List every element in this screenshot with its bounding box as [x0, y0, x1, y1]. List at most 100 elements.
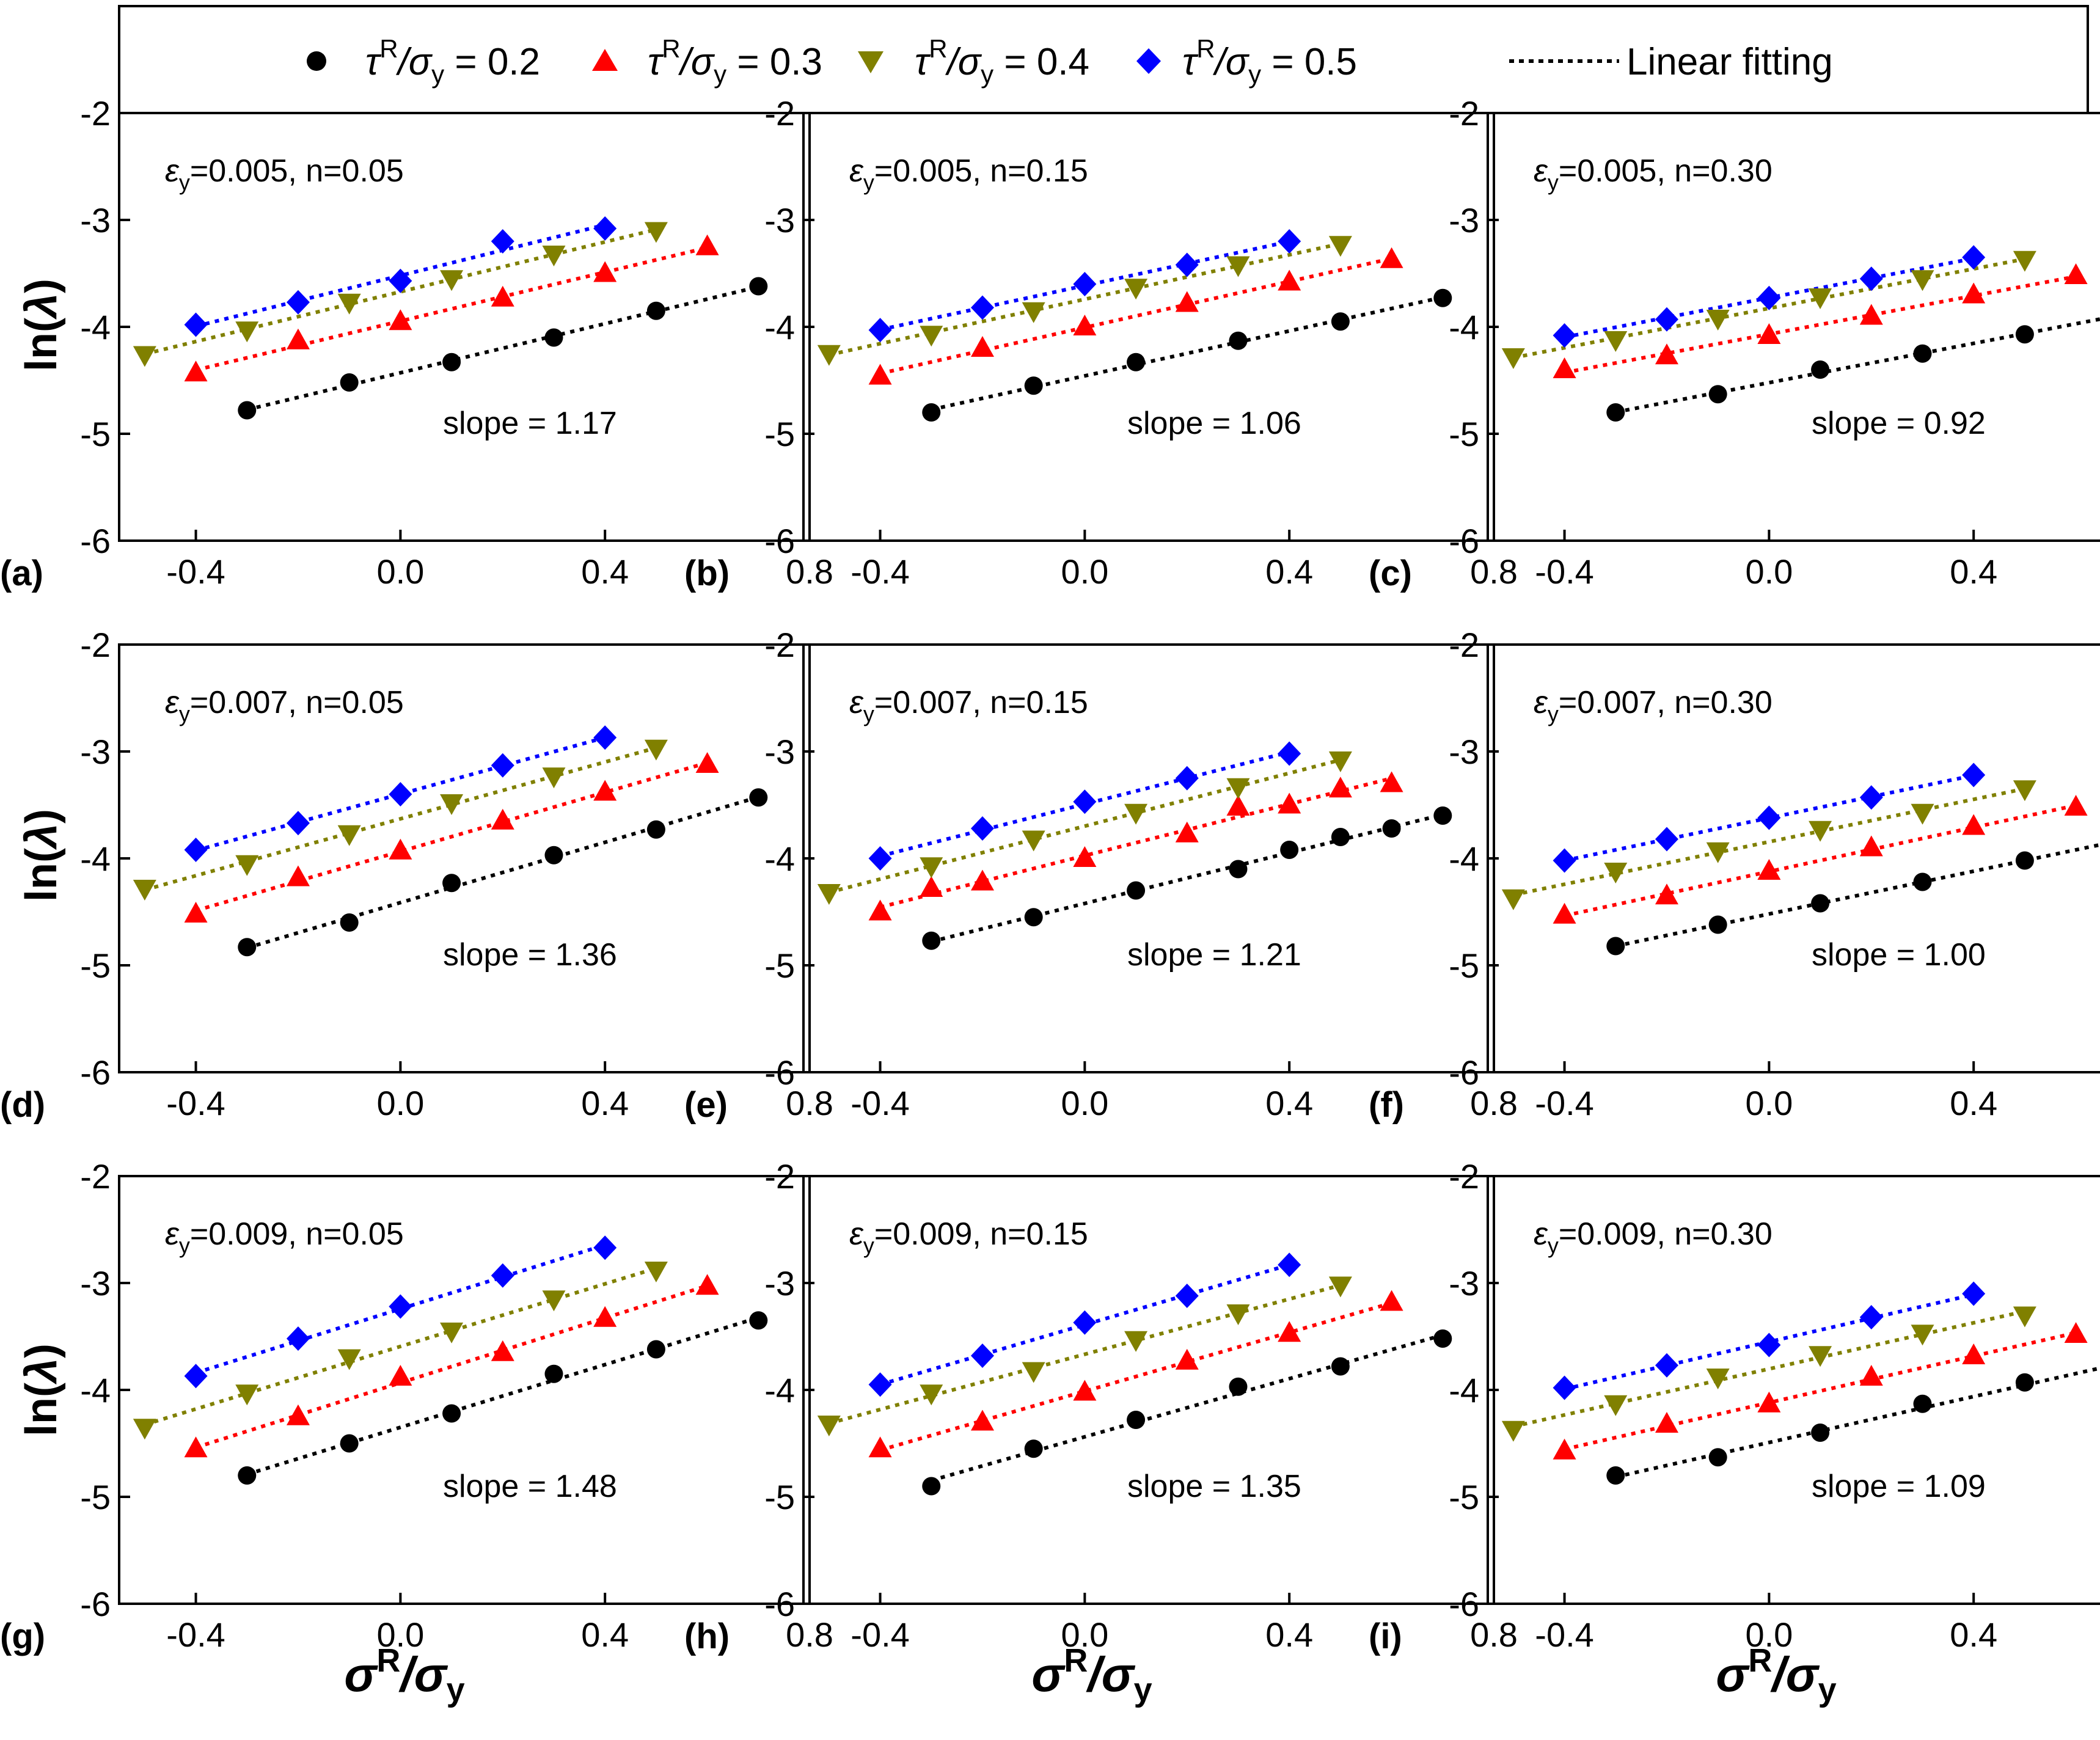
panel-f: -0.4 0.0 0.4 0.8 -2 -3 -4 -5 -6 εy=0.007, n=0.30 s…: [1369, 626, 2100, 1125]
y-axis-titles: ln(λ) ln(λ) ln(λ): [17, 279, 66, 1436]
data-point-series-0: [340, 913, 359, 932]
data-point-series-2: [440, 270, 464, 291]
data-point-series-2: [920, 857, 943, 879]
data-point-series-2: [1124, 803, 1148, 825]
fit-line-series-2: [144, 1266, 657, 1427]
x-tick-label: -0.4: [851, 552, 910, 591]
y-axis-title-row-3: ln(λ): [17, 1343, 66, 1436]
y-tick-label: -4: [1449, 308, 1479, 346]
data-point-series-3: [389, 1294, 412, 1319]
y-tick-label: -5: [80, 1478, 111, 1516]
fit-line-series-3: [195, 223, 605, 328]
slope-label: slope = 1.36: [443, 937, 617, 973]
fit-line-series-1: [1564, 274, 2077, 375]
data-point-series-0: [1811, 894, 1830, 913]
data-point-series-0: [922, 403, 941, 422]
data-point-series-2: [1809, 1346, 1832, 1367]
data-point-series-0: [922, 931, 941, 950]
data-point-series-2: [2013, 250, 2036, 272]
data-point-series-1: [2064, 795, 2088, 816]
data-point-series-3: [1757, 805, 1781, 830]
data-point-series-3: [1859, 785, 1883, 810]
data-point-series-2: [817, 345, 841, 366]
y-tick-label: -4: [80, 1371, 111, 1409]
y-tick-label: -3: [1449, 1264, 1479, 1303]
data-point-series-3: [1175, 766, 1199, 791]
data-point-series-1: [970, 336, 994, 357]
data-point-series-2: [920, 326, 943, 347]
panel-b: -0.4 0.0 0.4 0.8 -2 -3 -4 -5 -6 εy=0.005, n=0.15 s…: [684, 94, 1518, 593]
legend-label-2-value: = 0.4: [993, 41, 1089, 83]
fit-line-series-3: [879, 1263, 1290, 1387]
data-point-series-0: [544, 1364, 563, 1383]
data-point-series-0: [1811, 360, 1830, 379]
panel-annotation: εy=0.009, n=0.30: [1534, 1216, 1773, 1258]
data-point-series-3: [1553, 848, 1576, 873]
slope-label: slope = 1.17: [443, 406, 617, 441]
x-axis-title-col-1: σR/σy: [344, 1642, 464, 1708]
data-point-series-3: [1859, 1305, 1883, 1329]
data-point-series-0: [1433, 1329, 1452, 1348]
panel-tag: (d): [0, 1085, 45, 1125]
x-tick-label: 0.4: [1265, 1615, 1313, 1654]
x-tick-label: 0.8: [1470, 1615, 1518, 1654]
fit-line-series-3: [1564, 1292, 1974, 1391]
data-point-series-3: [970, 1343, 994, 1368]
data-point-series-0: [1127, 881, 1146, 900]
data-point-series-1: [1655, 883, 1678, 905]
data-point-series-3: [1278, 741, 1301, 766]
data-point-series-2: [1809, 288, 1832, 309]
data-point-series-1: [1328, 777, 1352, 798]
legend-label-3-value: = 0.5: [1261, 41, 1357, 83]
slope-label: slope = 1.06: [1127, 406, 1301, 441]
y-tick-label: -2: [80, 94, 111, 133]
panel-tag: (f): [1369, 1085, 1404, 1125]
legend-label-3-tau: τ: [1182, 41, 1199, 83]
data-point-series-2: [235, 855, 259, 876]
data-point-series-0: [238, 938, 257, 957]
legend-label-2-div: /σ: [945, 41, 982, 83]
panel-d: -0.4 0.0 0.4 0.8 -2 -3 -4 -5 -6 εy=0.007, n=0.05 s…: [0, 626, 833, 1125]
data-point-series-1: [1380, 247, 1403, 268]
legend-label-3-sub: y: [1248, 60, 1261, 89]
y-tick-label: -2: [1449, 1157, 1479, 1196]
data-point-series-0: [442, 1404, 461, 1423]
y-tick-label: -3: [1449, 733, 1479, 771]
data-point-series-1: [695, 752, 719, 773]
x-tick-label: 0.0: [1061, 1615, 1108, 1654]
data-point-series-0: [1229, 1377, 1248, 1396]
fit-line-series-0: [931, 1333, 1444, 1483]
x-tick-label: 0.4: [1950, 552, 1997, 591]
data-point-series-3: [593, 1235, 617, 1260]
legend-label-0-sup: R: [379, 34, 398, 63]
data-point-series-1: [1278, 269, 1301, 291]
data-point-series-1: [389, 1365, 412, 1386]
slope-label: slope = 1.00: [1812, 937, 1986, 973]
data-point-series-2: [1328, 236, 1352, 257]
y-tick-label: -5: [764, 1478, 795, 1516]
data-point-series-2: [1501, 348, 1525, 369]
data-point-series-0: [749, 788, 768, 807]
data-point-series-3: [970, 816, 994, 841]
data-point-series-1: [1175, 1348, 1199, 1370]
data-point-series-1: [920, 876, 943, 897]
x-tick-label: 0.0: [376, 552, 424, 591]
data-point-series-0: [749, 277, 768, 296]
data-point-series-0: [1708, 1448, 1727, 1467]
slope-label: slope = 1.48: [443, 1469, 617, 1504]
legend-fit-label: Linear fitting: [1626, 41, 1833, 83]
data-point-series-2: [440, 794, 464, 815]
data-point-series-0: [1127, 353, 1146, 371]
data-point-series-2: [1604, 863, 1628, 883]
data-point-series-0: [340, 1434, 359, 1453]
data-point-series-3: [1278, 229, 1301, 254]
svg-text:τR/σy = 0.2: τR/σy = 0.2: [365, 34, 540, 89]
y-tick-label: -3: [80, 733, 111, 771]
legend-label-2-sup: R: [929, 34, 947, 63]
legend-label-3-sup: R: [1196, 34, 1215, 63]
data-point-series-1: [1380, 1290, 1403, 1311]
data-point-series-3: [491, 229, 514, 254]
data-point-series-2: [542, 246, 566, 266]
data-point-series-3: [184, 312, 208, 337]
panel-annotation: εy=0.007, n=0.05: [165, 685, 404, 726]
